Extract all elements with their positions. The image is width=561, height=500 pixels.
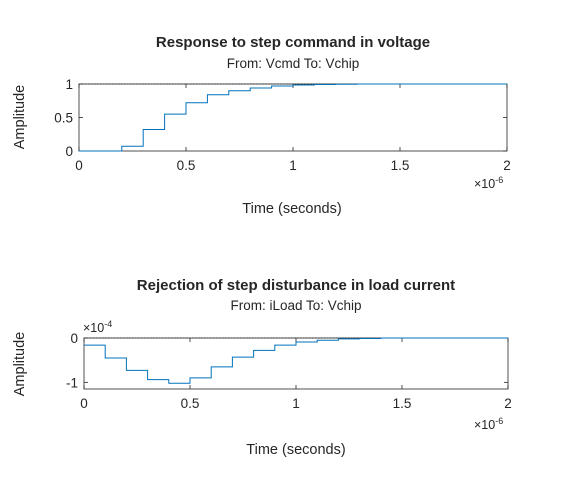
chart-subtitle: From: iLoad To: Vchip: [230, 298, 361, 313]
y-axis-label: Amplitude: [12, 332, 28, 396]
x-tick-label: 1.5: [391, 158, 410, 173]
y-axis-exponent: ×10-4: [83, 319, 112, 335]
y-tick-label: 0.5: [54, 111, 73, 126]
voltage-step-response-panel: Response to step command in voltage From…: [12, 34, 511, 217]
y-axis-label: Amplitude: [12, 85, 28, 149]
y-tick-label: 1: [65, 77, 73, 92]
x-axis-label: Time (seconds): [246, 442, 345, 458]
x-tick-label: 1: [289, 158, 297, 173]
chart-title: Rejection of step disturbance in load cu…: [137, 277, 455, 294]
x-axis-exponent: ×10-6: [474, 175, 503, 191]
x-tick-label: 1.5: [393, 396, 412, 411]
chart-subtitle: From: Vcmd To: Vchip: [227, 56, 360, 71]
x-axis-exponent: ×10-6: [474, 416, 503, 432]
x-tick-label: 1: [292, 396, 300, 411]
plot-area: [83, 337, 509, 390]
step-series-line: [84, 337, 508, 384]
x-tick-label: 0: [80, 396, 88, 411]
y-tick-label: 0: [70, 331, 78, 346]
x-tick-label: 0: [75, 158, 83, 173]
x-axis-label: Time (seconds): [242, 201, 341, 217]
x-tick-label: 2: [503, 158, 511, 173]
x-tick-label: 2: [504, 396, 512, 411]
load-current-rejection-panel: Rejection of step disturbance in load cu…: [12, 277, 512, 458]
y-tick-label: 0: [65, 144, 73, 159]
y-tick-label: -1: [66, 375, 78, 390]
chart-title: Response to step command in voltage: [156, 34, 430, 51]
plot-area: [78, 83, 508, 152]
x-tick-label: 0.5: [177, 158, 196, 173]
step-series-line: [79, 83, 507, 152]
x-tick-label: 0.5: [181, 396, 200, 411]
